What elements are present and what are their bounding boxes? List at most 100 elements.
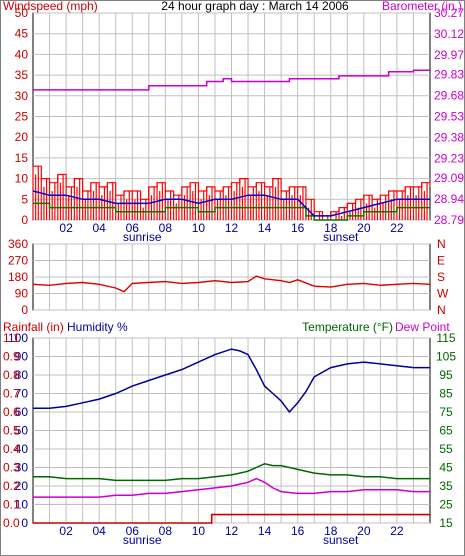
direction-tick-label: 0: [21, 303, 28, 317]
rainfall-tick-label: 0.5: [3, 424, 20, 438]
temperature-tick-label: 85: [439, 387, 453, 401]
windspeed-tick-label: 15: [15, 151, 29, 165]
wind-time-tick-label: 10: [192, 221, 206, 235]
windspeed-tick-label: 0: [21, 213, 28, 227]
rainfall-tick-label: 0.3: [3, 461, 20, 475]
barometer-tick-label: 29.97: [434, 48, 464, 62]
direction-tick-label: 90: [15, 287, 29, 301]
wind-time-tick-label: 02: [59, 221, 73, 235]
weather-time-tick-label: 14: [258, 524, 272, 538]
rainfall-tick-label: 0.8: [3, 368, 20, 382]
humidity-tick-label: 100: [8, 331, 28, 345]
weather-time-tick-label: 10: [192, 524, 206, 538]
wind-average-line: [32, 190, 430, 217]
barometer-tick-label: 30.27: [434, 6, 464, 20]
barometer-tick-label: 29.38: [434, 130, 464, 144]
rainfall-tick-label: 0.4: [3, 442, 20, 456]
weather-time-tick-label: 18: [324, 524, 338, 538]
wind-time-tick-label: 22: [390, 221, 404, 235]
compass-label: W: [437, 287, 449, 301]
humidity-axis-title: Humidity %: [67, 320, 128, 334]
temperature-axis-title: Temperature (°F): [302, 320, 393, 334]
windspeed-tick-label: 25: [15, 110, 29, 124]
humidity-tick-label: 80: [15, 368, 29, 382]
wind-time-tick-label: 08: [159, 221, 173, 235]
dewpoint-axis-title: Dew Point: [395, 320, 450, 334]
humidity-tick-label: 90: [15, 350, 29, 364]
temperature-tick-label: 65: [439, 424, 453, 438]
temperature-line: [33, 463, 430, 482]
humidity-tick-label: 50: [15, 424, 29, 438]
temperature-tick-label: 95: [439, 368, 453, 382]
wind-time-tick-label: 20: [357, 221, 371, 235]
wind-time-tick-label: 04: [92, 221, 106, 235]
rainfall-tick-label: 1.1: [3, 331, 20, 345]
wind-time-tick-label: 06: [126, 221, 140, 235]
temperature-tick-label: 25: [439, 498, 453, 512]
barometer-tick-label: 28.94: [434, 192, 464, 206]
windspeed-tick-label: 10: [15, 172, 29, 186]
humidity-line: [33, 348, 430, 414]
weather-time-tick-label: 20: [357, 524, 371, 538]
weather-sunset-label: sunset: [323, 533, 359, 547]
weather-time-tick-label: 16: [291, 524, 305, 538]
weather-time-tick-label: 12: [225, 524, 239, 538]
windspeed-tick-label: 40: [15, 47, 29, 61]
compass-label: N: [437, 237, 446, 251]
barometer-tick-label: 29.53: [434, 110, 464, 124]
wind-time-tick-label: 18: [324, 221, 338, 235]
weather-time-tick-label: 22: [390, 524, 404, 538]
barometer-axis-title: Barometer (in.): [382, 0, 462, 13]
barometer-line: [33, 69, 430, 91]
windspeed-tick-label: 35: [15, 68, 29, 82]
temperature-tick-label: 45: [439, 461, 453, 475]
barometer-tick-label: 29.68: [434, 89, 464, 103]
windspeed-tick-label: 20: [15, 130, 29, 144]
weather-sunrise-label: sunrise: [123, 533, 162, 547]
direction-tick-label: 180: [8, 270, 28, 284]
weather-time-tick-label: 08: [159, 524, 173, 538]
rainfall-axis-title: Rainfall (in): [3, 320, 64, 334]
windspeed-tick-label: 30: [15, 89, 29, 103]
wind-direction-trace: [32, 275, 431, 293]
humidity-tick-label: 30: [15, 461, 29, 475]
temperature-tick-label: 105: [436, 350, 456, 364]
wind-sunset-label: sunset: [323, 230, 359, 244]
humidity-tick-label: 20: [15, 479, 29, 493]
humidity-tick-label: 40: [15, 442, 29, 456]
compass-label: E: [437, 254, 445, 268]
rainfall-line: [33, 513, 430, 524]
weather-time-tick-label: 04: [92, 524, 106, 538]
weather-time-tick-label: 02: [59, 524, 73, 538]
wind-low-line: [33, 202, 430, 221]
rainfall-tick-label: 0.2: [3, 479, 20, 493]
barometer-tick-label: 29.09: [434, 171, 464, 185]
rainfall-tick-label: 0.7: [3, 387, 20, 401]
windspeed-axis-title: Windspeed (mph): [3, 0, 98, 13]
temperature-tick-label: 55: [439, 442, 453, 456]
barometer-tick-label: 29.83: [434, 68, 464, 82]
barometer-tick-label: 30.12: [434, 27, 464, 41]
temperature-tick-label: 115: [436, 331, 455, 345]
dewpoint-line: [33, 477, 430, 498]
rainfall-tick-label: 0.1: [3, 498, 20, 512]
compass-label: N: [437, 303, 446, 317]
temperature-tick-label: 75: [439, 405, 453, 419]
windspeed-tick-label: 50: [15, 6, 29, 20]
direction-tick-label: 360: [8, 237, 28, 251]
direction-tick-label: 270: [8, 254, 28, 268]
wind-gust-line: [33, 165, 431, 217]
barometer-tick-label: 29.23: [434, 151, 464, 165]
rainfall-tick-label: 0.9: [3, 350, 20, 364]
wind-time-tick-label: 14: [258, 221, 272, 235]
humidity-tick-label: 10: [15, 498, 29, 512]
temperature-tick-label: 15: [439, 516, 453, 530]
rainfall-tick-label: 0.6: [3, 405, 20, 419]
windspeed-tick-label: 5: [21, 192, 28, 206]
humidity-tick-label: 70: [15, 387, 29, 401]
humidity-tick-label: 0: [21, 516, 28, 530]
windspeed-tick-label: 45: [15, 27, 29, 41]
weather-time-tick-label: 06: [126, 524, 140, 538]
